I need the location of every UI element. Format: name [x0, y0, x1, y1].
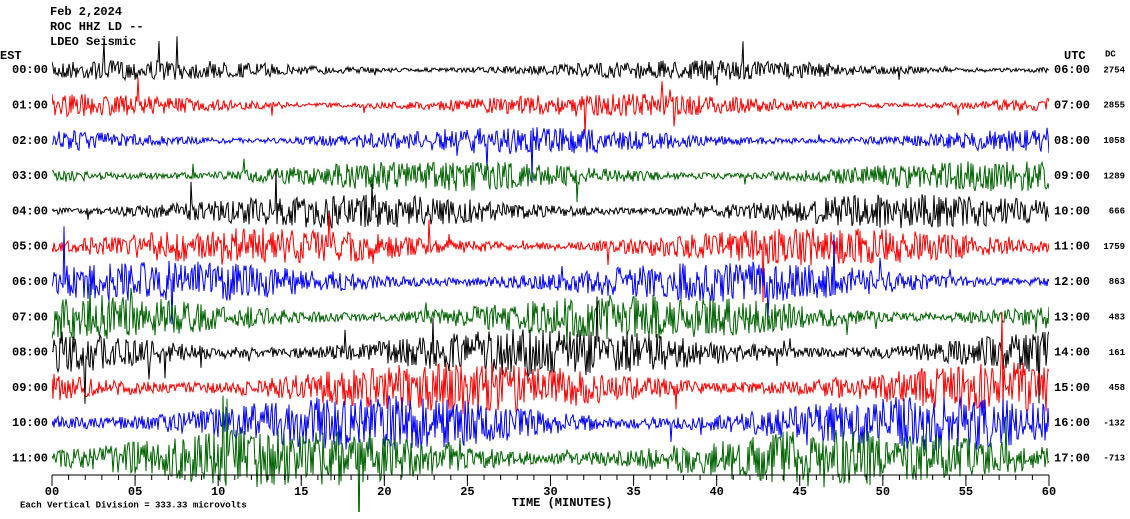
dc-value: 483 — [1109, 312, 1125, 322]
x-tick-label: 60 — [1042, 485, 1056, 499]
est-label: 07:00 — [12, 310, 48, 324]
trace — [52, 77, 1049, 137]
est-label: 11:00 — [12, 451, 48, 465]
utc-label: 08:00 — [1054, 134, 1090, 148]
trace — [52, 226, 1049, 325]
trace — [52, 212, 1049, 303]
dc-value: 863 — [1109, 277, 1125, 287]
utc-label: 06:00 — [1054, 63, 1090, 77]
est-label: 09:00 — [12, 381, 48, 395]
x-axis-title: TIME (MINUTES) — [512, 496, 613, 510]
dc-value: 666 — [1109, 207, 1125, 217]
trace — [52, 170, 1049, 229]
dc-value: 161 — [1109, 348, 1126, 358]
est-label: 04:00 — [12, 204, 48, 218]
x-tick-label: 00 — [45, 485, 59, 499]
left-axis-title: EST — [0, 49, 22, 63]
x-tick-label: 55 — [959, 485, 973, 499]
x-tick-label: 40 — [709, 485, 723, 499]
est-label: 03:00 — [12, 169, 48, 183]
network: LDEO Seismic — [50, 35, 136, 49]
utc-label: 15:00 — [1054, 381, 1090, 395]
x-tick-label: 25 — [460, 485, 474, 499]
trace — [52, 395, 1049, 512]
dc-value: 2754 — [1103, 65, 1125, 75]
trace — [52, 296, 1049, 404]
x-tick-label: 35 — [626, 485, 640, 499]
est-label: 05:00 — [12, 240, 48, 254]
dc-value: 458 — [1109, 383, 1125, 393]
station: ROC HHZ LD -- — [50, 20, 144, 34]
right-axis-title: UTC — [1064, 49, 1086, 63]
footer: Each Vertical Division = 333.33 microvol… — [20, 500, 247, 510]
x-tick-label: 50 — [876, 485, 890, 499]
trace — [52, 312, 1049, 414]
dc-value: 1759 — [1103, 242, 1125, 252]
trace — [52, 283, 1049, 345]
utc-label: 17:00 — [1054, 451, 1090, 465]
utc-label: 11:00 — [1054, 240, 1090, 254]
x-tick-label: 20 — [377, 485, 391, 499]
trace — [52, 127, 1049, 183]
date: Feb 2,2024 — [50, 5, 122, 19]
x-tick-label: 15 — [294, 485, 308, 499]
est-label: 10:00 — [12, 416, 48, 430]
x-tick-label: 45 — [793, 485, 807, 499]
dc-value: -713 — [1103, 454, 1125, 464]
dc-title: DC — [1105, 49, 1116, 59]
utc-label: 12:00 — [1054, 275, 1090, 289]
est-label: 06:00 — [12, 275, 48, 289]
utc-label: 10:00 — [1054, 204, 1090, 218]
trace — [52, 158, 1049, 203]
trace — [52, 395, 1049, 451]
est-label: 01:00 — [12, 98, 48, 112]
utc-label: 07:00 — [1054, 98, 1090, 112]
trace — [52, 36, 1049, 86]
dc-value: -132 — [1103, 418, 1125, 428]
dc-value: 2855 — [1103, 101, 1125, 111]
x-tick-label: 10 — [211, 485, 225, 499]
x-tick-label: 30 — [543, 485, 557, 499]
traces — [52, 36, 1049, 512]
utc-label: 16:00 — [1054, 416, 1090, 430]
est-label: 02:00 — [12, 134, 48, 148]
est-label: 00:00 — [12, 63, 48, 77]
dc-value: 1289 — [1103, 171, 1125, 181]
utc-label: 14:00 — [1054, 346, 1090, 360]
utc-label: 13:00 — [1054, 310, 1090, 324]
utc-label: 09:00 — [1054, 169, 1090, 183]
x-tick-label: 05 — [128, 485, 142, 499]
est-label: 08:00 — [12, 346, 48, 360]
dc-value: 1058 — [1103, 136, 1125, 146]
